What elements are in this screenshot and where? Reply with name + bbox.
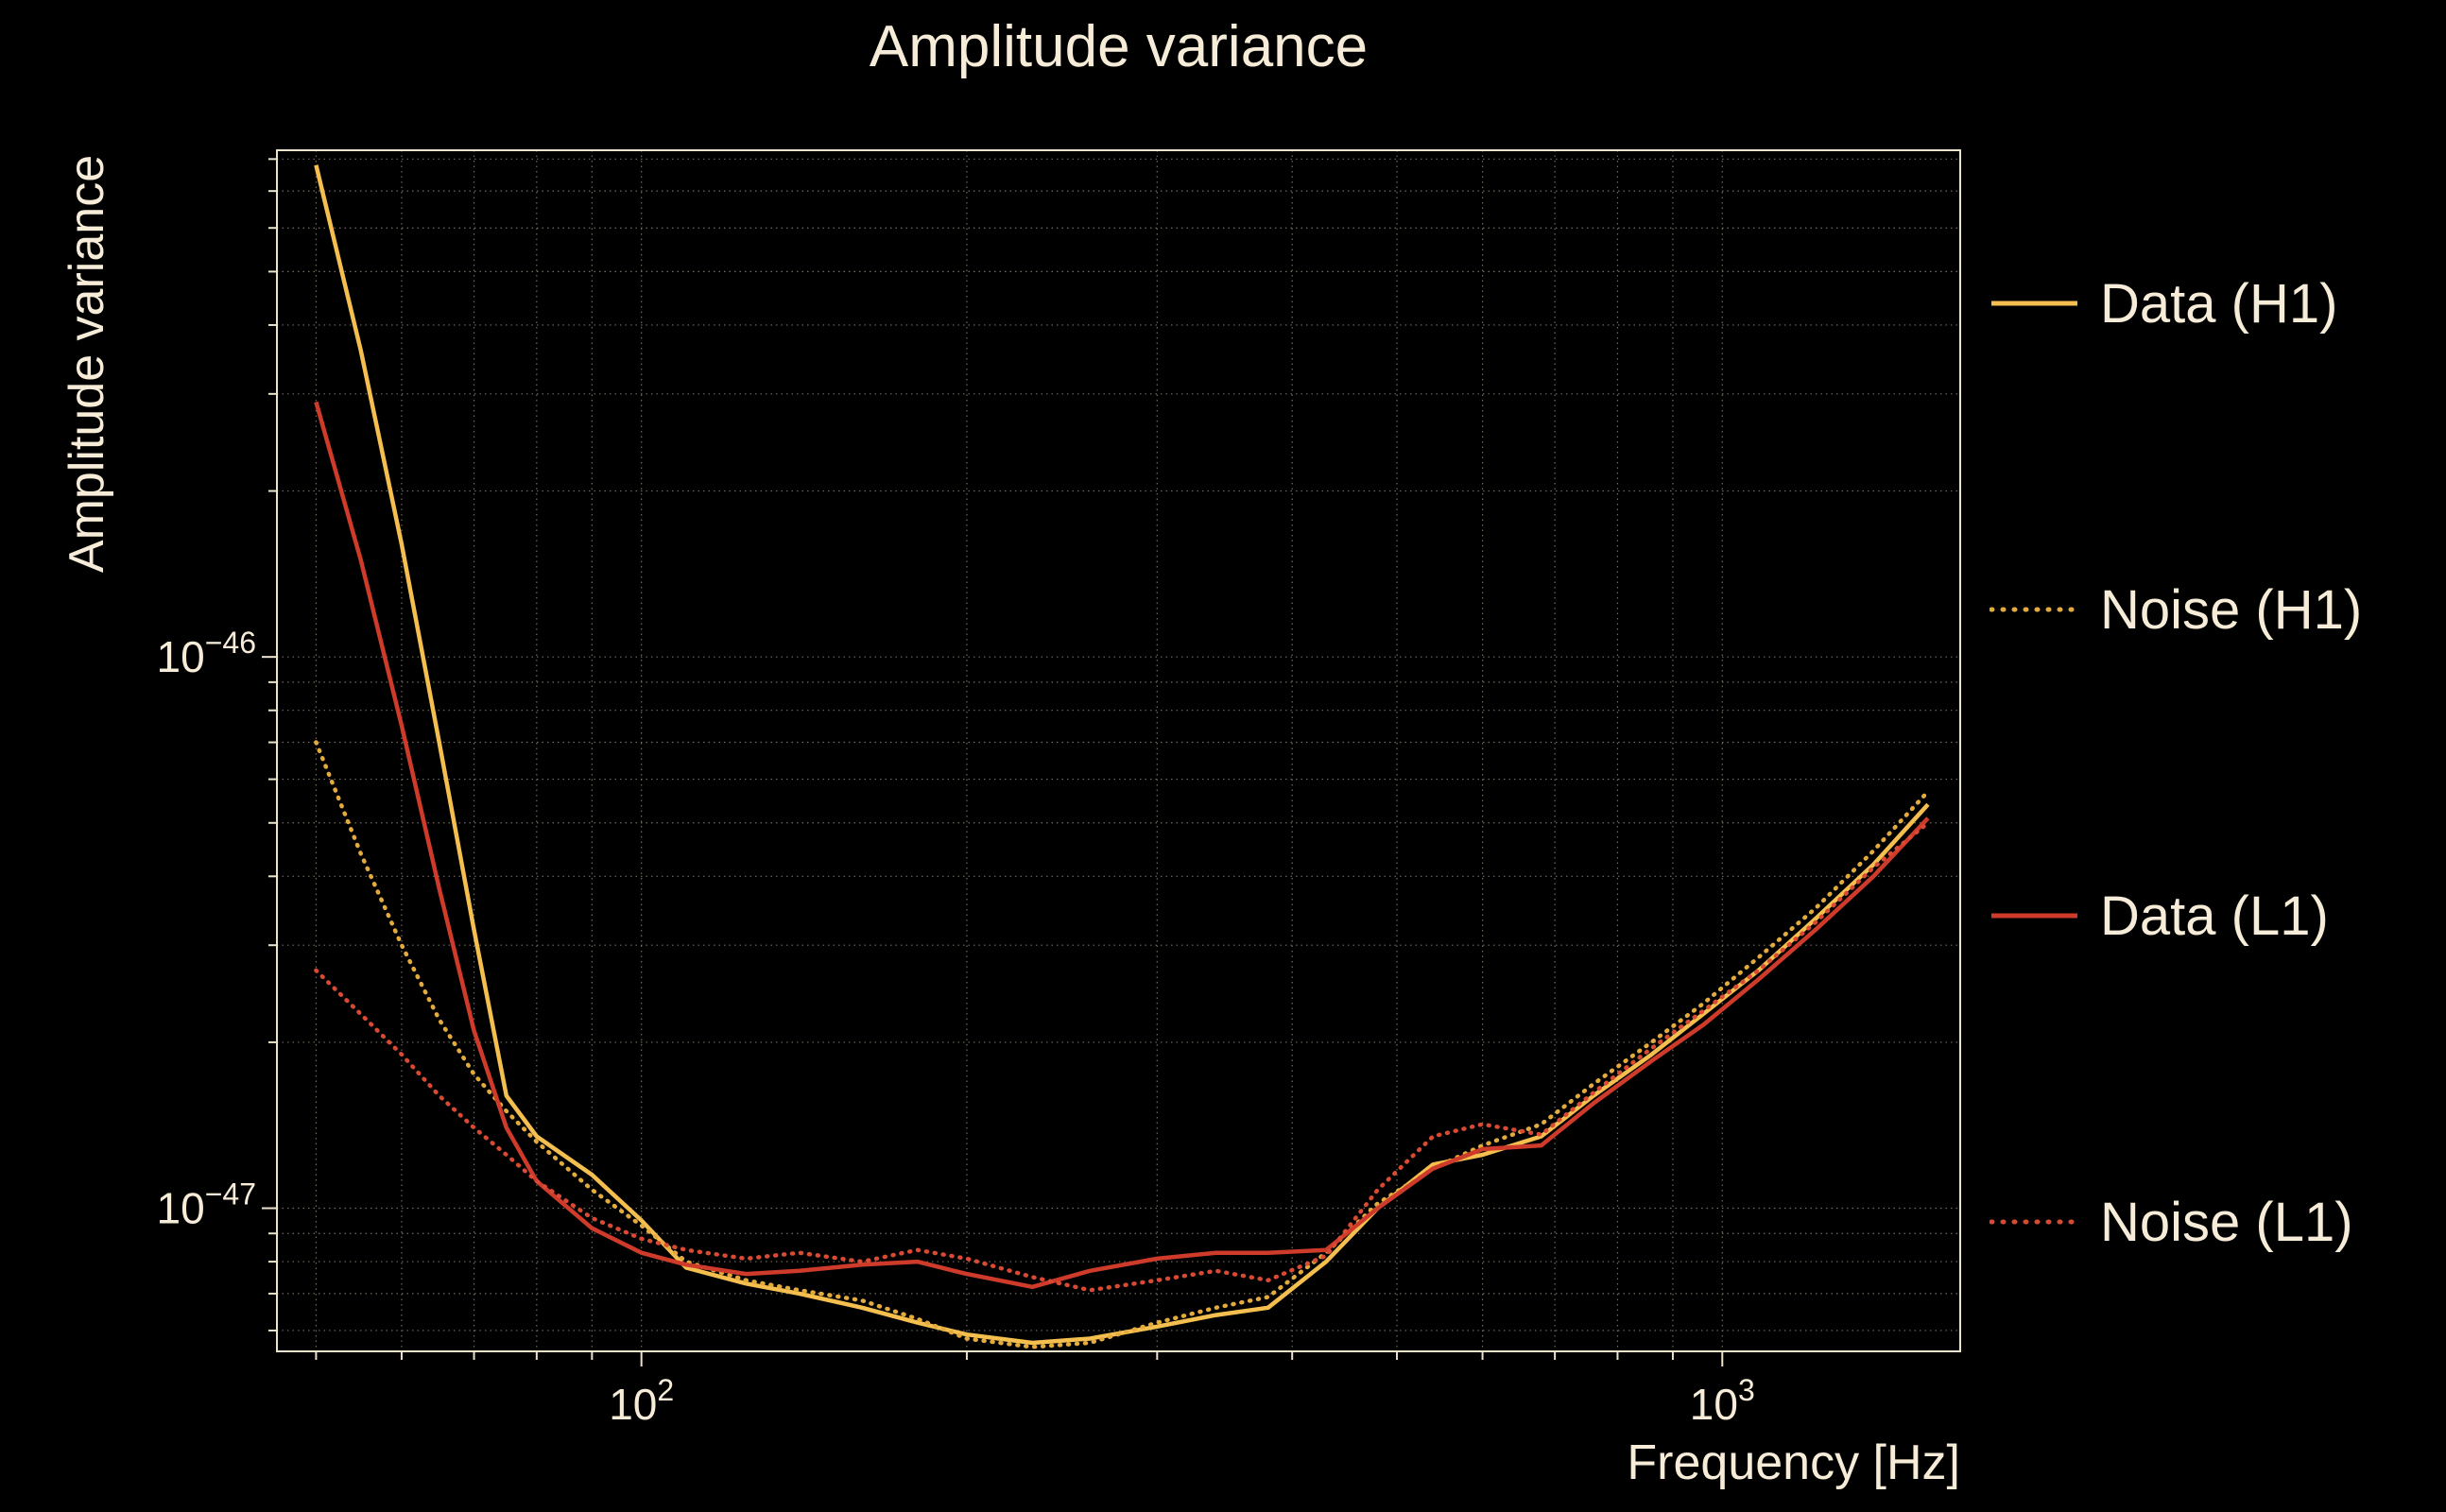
legend-line-sample [1990, 1219, 2079, 1225]
curve-noise-h1 [314, 740, 1931, 1349]
x-tick-label: 103 [1690, 1373, 1755, 1429]
legend-entry-data-l1: Data (L1) [1990, 883, 2329, 949]
axis-ticks [262, 158, 1724, 1366]
legend-label: Noise (H1) [2100, 578, 2363, 641]
tick-labels: 102 103 10−46 10−47 [157, 626, 1755, 1429]
y-tick-label: 10−46 [157, 626, 256, 681]
legend-line-sample [1990, 607, 2079, 612]
legend-label: Data (L1) [2100, 885, 2329, 947]
legend-entry-noise-l1: Noise (L1) [1990, 1189, 2353, 1255]
chart-title: Amplitude variance [869, 14, 1369, 79]
legend-line-sample [1991, 301, 2077, 306]
curve-data-h1 [314, 164, 1930, 1346]
legend: Data (H1) Noise (H1) Data (L1) Noise (L1) [1985, 0, 2446, 1512]
legend-line-sample [1991, 913, 2077, 919]
legend-entry-data-h1: Data (H1) [1990, 270, 2337, 336]
x-tick-label: 102 [609, 1373, 674, 1429]
plot-frame [276, 149, 1961, 1352]
legend-label: Noise (L1) [2100, 1191, 2353, 1253]
curve-noise-l1 [314, 820, 1931, 1293]
legend-label: Data (H1) [2100, 272, 2338, 335]
x-axis-label: Frequency [Hz] [1627, 1435, 1960, 1490]
y-axis-label: Amplitude variance [60, 154, 114, 574]
curve-data-l1 [314, 401, 1930, 1290]
legend-entry-noise-h1: Noise (H1) [1990, 576, 2362, 643]
y-tick-label: 10−47 [157, 1177, 256, 1233]
curves [314, 164, 1931, 1349]
